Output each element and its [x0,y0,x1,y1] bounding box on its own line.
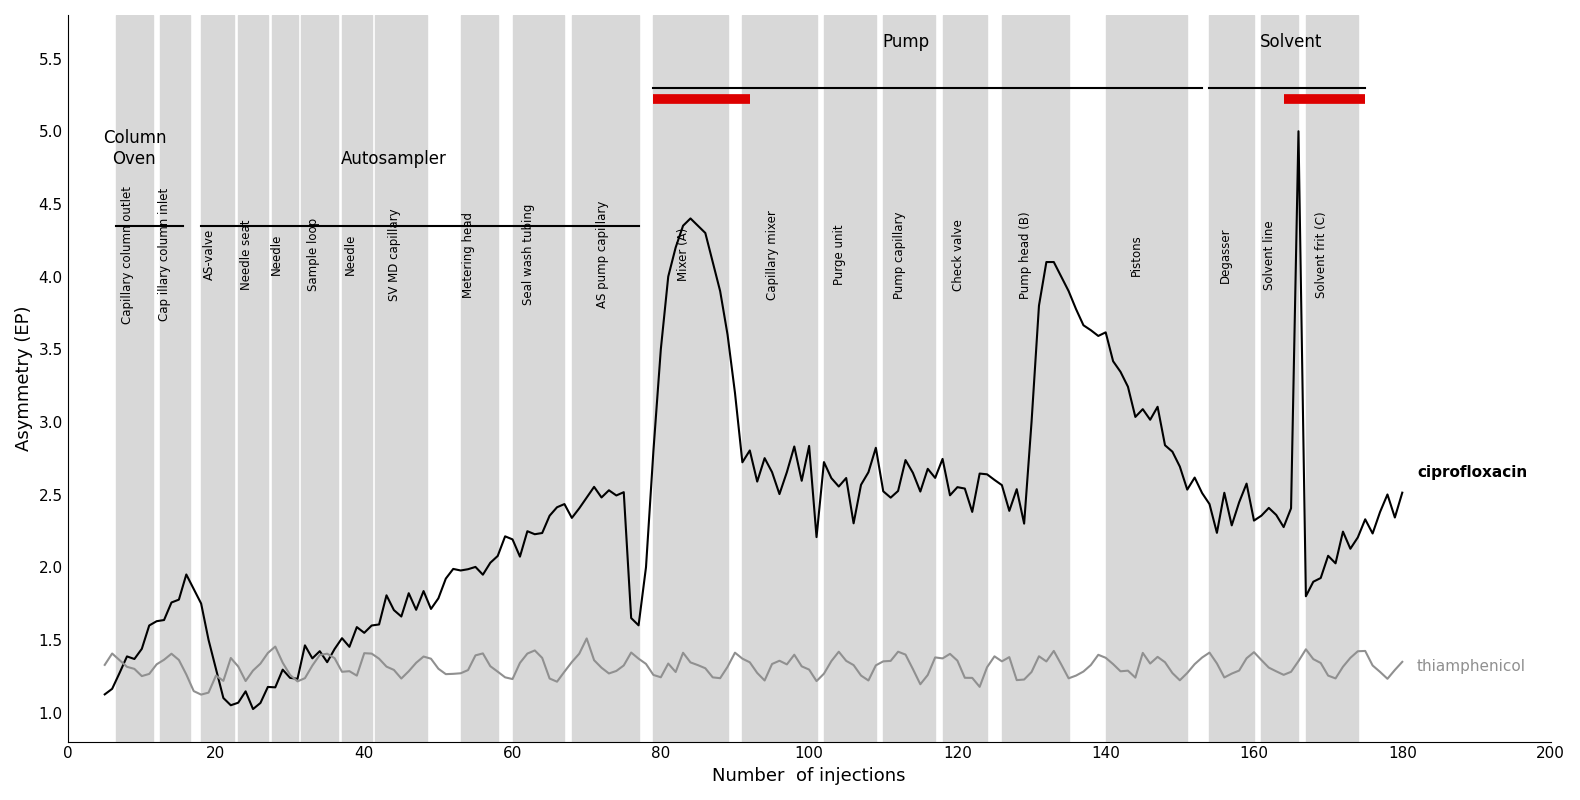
Text: Cap illary column inlet: Cap illary column inlet [158,188,172,322]
Bar [1261,15,1299,742]
X-axis label: Number  of injections: Number of injections [713,767,905,785]
Text: Needle: Needle [344,234,357,275]
Bar [272,15,297,742]
Text: Solvent frit (C): Solvent frit (C) [1315,211,1329,298]
Bar [201,15,234,742]
Text: Mixer (A): Mixer (A) [678,228,690,282]
Bar [376,15,427,742]
Bar [461,15,498,742]
Bar [1002,15,1068,742]
Text: Solvent line: Solvent line [1264,220,1277,290]
Bar [572,15,638,742]
Bar [743,15,817,742]
Text: Capillary column outlet: Capillary column outlet [122,186,134,324]
Bar [341,15,371,742]
Text: Metering head: Metering head [463,212,476,298]
Text: ciprofloxacin: ciprofloxacin [1417,466,1528,480]
Bar [883,15,935,742]
Text: SV MD capillary: SV MD capillary [389,209,401,301]
Bar [302,15,338,742]
Bar [1307,15,1357,742]
Bar [943,15,988,742]
Text: Needle seat: Needle seat [240,219,253,290]
Text: Purge unit: Purge unit [833,225,847,285]
Text: AS pump capillary: AS pump capillary [596,201,608,309]
Bar [654,15,727,742]
Text: Solvent: Solvent [1259,34,1322,51]
Bar [160,15,190,742]
Text: Pump capillary: Pump capillary [893,211,905,298]
Text: Needle: Needle [270,234,283,275]
Text: Sample loop: Sample loop [307,218,319,291]
Bar [512,15,564,742]
Text: Seal wash tubing: Seal wash tubing [521,204,534,306]
Text: Column
Oven: Column Oven [103,129,166,167]
Text: Capillary mixer: Capillary mixer [766,210,779,300]
Text: AS-valve: AS-valve [202,229,216,280]
Y-axis label: Asymmetry (EP): Asymmetry (EP) [14,306,33,451]
Text: thiamphenicol: thiamphenicol [1417,658,1526,674]
Bar [1210,15,1255,742]
Text: Pump head (B): Pump head (B) [1019,211,1032,298]
Bar [823,15,875,742]
Text: Pistons: Pistons [1130,234,1142,276]
Text: Check valve: Check valve [951,219,965,290]
Text: Degasser: Degasser [1218,227,1232,282]
Bar [239,15,269,742]
Bar [1106,15,1187,742]
Bar [115,15,153,742]
Text: Pump: Pump [882,34,929,51]
Text: Autosampler: Autosampler [341,150,447,167]
